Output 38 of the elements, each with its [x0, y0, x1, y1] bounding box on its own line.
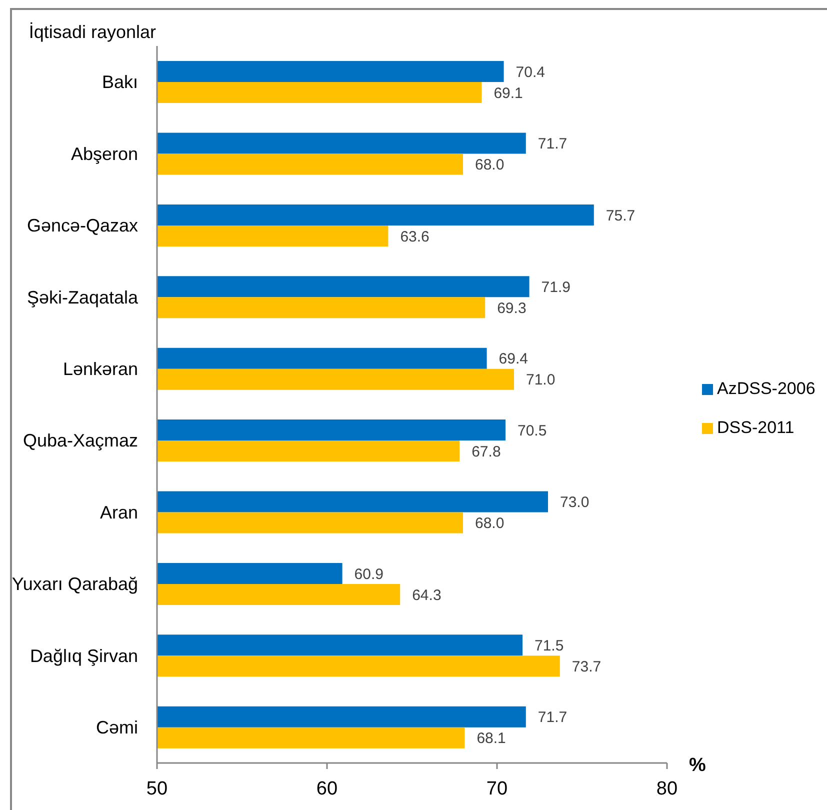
x-axis-title: % [689, 755, 706, 776]
data-label: 69.1 [494, 84, 523, 102]
legend-label: DSS-2011 [717, 418, 794, 436]
data-label: 73.7 [572, 658, 602, 676]
y-tick-label: Şəki-Zaqatala [26, 287, 139, 308]
x-tick-label: 80 [656, 778, 678, 800]
y-tick-label: Abşeron [70, 144, 138, 164]
data-label: 71.7 [538, 136, 568, 153]
legend-label: AzDSS-2006 [717, 378, 816, 398]
data-label: 68.0 [475, 156, 504, 174]
y-tick-label: Aran [100, 502, 138, 522]
y-tick-label: Lənkəran [62, 359, 138, 380]
x-tick-label: 70 [486, 778, 508, 800]
data-label: 75.7 [606, 207, 636, 224]
data-label: 64.3 [412, 586, 442, 604]
data-label: 71.0 [526, 372, 556, 389]
data-label: 73.0 [560, 494, 590, 512]
y-tick-label: Dağlıq Şirvan [30, 646, 138, 666]
data-label: 70.5 [518, 422, 547, 440]
data-label: 68.1 [476, 730, 506, 748]
data-label: 71.5 [534, 637, 564, 654]
data-label: 71.9 [541, 278, 571, 296]
data-label: 69.4 [498, 350, 528, 368]
x-tick-label: 50 [146, 778, 168, 800]
y-tick-label: Quba-Xaçmaz [22, 430, 138, 451]
data-label: 69.3 [497, 300, 526, 317]
y-tick-label: Yuxarı Qarabağ [12, 574, 138, 594]
data-label: 63.6 [400, 228, 430, 246]
data-label: 68.0 [475, 515, 504, 532]
x-tick-label: 60 [316, 778, 338, 800]
data-label: 67.8 [472, 443, 501, 460]
data-label: 60.9 [354, 566, 384, 583]
y-tick-label: Bakı [102, 72, 138, 92]
y-tick-label: Gəncə-Qazax [26, 216, 138, 236]
data-label: 71.7 [538, 709, 568, 726]
data-label: 70.4 [516, 64, 546, 81]
y-axis-title: İqtisadi rayonlar [28, 22, 156, 42]
y-tick-label: Cəmi [96, 718, 138, 738]
